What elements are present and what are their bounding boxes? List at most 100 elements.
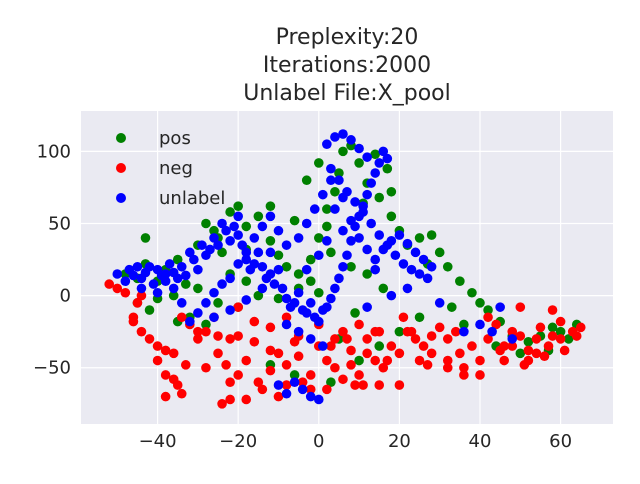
point-unlabel (398, 259, 409, 269)
point-neg (539, 351, 550, 362)
point-neg (241, 355, 252, 366)
point-unlabel (378, 244, 389, 255)
point-neg (519, 360, 530, 370)
point-neg (233, 302, 243, 312)
point-pos (346, 261, 356, 272)
point-neg (225, 334, 235, 344)
point-pos (446, 302, 457, 312)
point-neg (112, 283, 123, 294)
y-tick-labels: −50 0 50 100 (33, 141, 71, 378)
point-neg (293, 351, 304, 362)
point-unlabel (293, 326, 304, 337)
point-unlabel (273, 380, 284, 390)
point-pos (313, 233, 324, 243)
point-unlabel (354, 143, 364, 154)
point-neg (233, 370, 243, 380)
point-unlabel (354, 233, 364, 243)
point-neg (475, 355, 485, 366)
point-pos (209, 225, 219, 236)
point-unlabel (293, 287, 304, 298)
point-unlabel (386, 236, 397, 246)
point-unlabel (309, 204, 320, 214)
point-unlabel (459, 326, 469, 337)
point-unlabel (410, 247, 421, 258)
point-neg (491, 319, 501, 330)
point-neg (168, 348, 179, 359)
point-neg (410, 334, 421, 344)
point-unlabel (185, 316, 195, 327)
point-pos (305, 276, 316, 287)
point-pos (475, 298, 485, 308)
point-unlabel (185, 247, 195, 258)
point-unlabel (301, 264, 312, 275)
point-unlabel (362, 189, 372, 200)
point-neg (507, 341, 518, 351)
point-pos (293, 269, 304, 279)
point-unlabel (201, 298, 211, 308)
point-unlabel (495, 302, 505, 312)
point-neg (475, 370, 485, 380)
point-neg (281, 360, 292, 370)
point-pos (459, 319, 469, 330)
point-unlabel (281, 240, 292, 250)
x-tick-label: 60 (549, 431, 572, 452)
point-pos (547, 322, 558, 333)
point-unlabel (334, 273, 344, 284)
point-unlabel (318, 341, 328, 351)
point-unlabel (136, 283, 147, 294)
point-unlabel (241, 254, 252, 265)
point-unlabel (176, 261, 187, 272)
point-pos (374, 341, 385, 351)
point-neg (322, 384, 332, 395)
point-unlabel (120, 276, 131, 287)
point-unlabel (233, 230, 243, 240)
point-neg (483, 312, 493, 323)
point-unlabel (326, 163, 336, 174)
point-unlabel (313, 316, 324, 327)
point-pos (305, 254, 316, 265)
point-unlabel (334, 175, 344, 186)
x-tick-labels: −40 −20 0 20 40 60 (139, 431, 572, 452)
legend-marker-neg (116, 163, 126, 173)
point-pos (172, 254, 183, 265)
point-pos (414, 233, 425, 243)
point-neg (459, 362, 469, 373)
point-neg (136, 290, 147, 301)
point-neg (426, 331, 437, 341)
point-pos (265, 236, 276, 246)
point-unlabel (164, 259, 175, 269)
point-pos (273, 250, 284, 261)
point-unlabel (132, 261, 143, 272)
point-unlabel (128, 270, 139, 281)
point-neg (160, 391, 171, 402)
point-unlabel (213, 240, 223, 250)
point-neg (515, 331, 526, 341)
point-unlabel (322, 236, 332, 246)
point-neg (193, 326, 203, 337)
point-unlabel (293, 233, 304, 243)
point-pos (168, 290, 179, 301)
point-unlabel (217, 279, 227, 289)
point-unlabel (297, 384, 308, 395)
point-neg (547, 305, 558, 315)
point-unlabel (370, 254, 381, 265)
point-unlabel (394, 230, 405, 240)
point-neg (249, 316, 260, 327)
point-unlabel (189, 254, 199, 265)
point-unlabel (305, 334, 316, 344)
point-unlabel (370, 264, 381, 275)
point-pos (322, 204, 332, 214)
point-pos (330, 186, 340, 197)
point-pos (374, 192, 385, 203)
point-unlabel (487, 326, 497, 337)
point-neg (273, 348, 284, 359)
point-unlabel (225, 236, 235, 246)
point-unlabel (434, 298, 445, 308)
point-neg (265, 322, 276, 333)
point-neg (442, 362, 453, 373)
point-pos (455, 276, 465, 287)
point-neg (547, 331, 558, 341)
point-neg (346, 345, 356, 356)
point-unlabel (326, 175, 336, 186)
